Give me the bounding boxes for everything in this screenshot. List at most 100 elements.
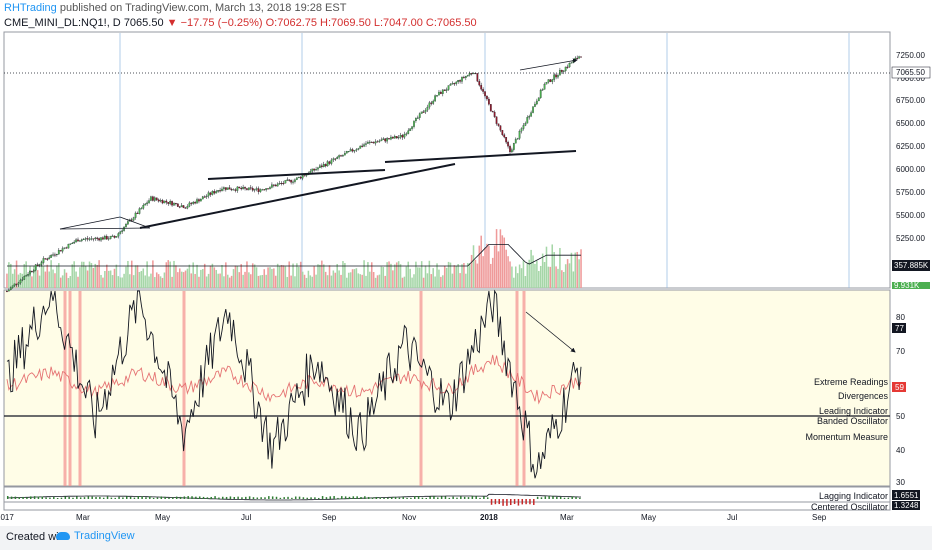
extreme-highlight xyxy=(68,291,72,486)
lag-hist-bar xyxy=(87,496,90,499)
symbol-name[interactable]: CME_MINI_DL:NQ1!, D xyxy=(4,17,121,29)
candle-body xyxy=(491,111,494,113)
candle-body xyxy=(497,123,500,126)
candle-body xyxy=(426,106,429,111)
centered-pane[interactable] xyxy=(3,501,891,511)
volume-bar xyxy=(259,275,262,288)
lag-hist-bar xyxy=(383,497,385,499)
candle-body xyxy=(361,145,364,147)
volume-bar xyxy=(157,274,160,288)
volume-bar xyxy=(177,272,179,288)
extreme-highlight xyxy=(515,291,519,486)
candle-body xyxy=(201,196,204,200)
candle-body xyxy=(67,243,70,249)
volume-bar xyxy=(418,267,421,288)
candle-body xyxy=(478,81,481,86)
lag-hist-bar xyxy=(444,496,447,499)
time-axis[interactable]: 2017 Mar May Jul Sep Nov 2018 Mar May Ju… xyxy=(0,513,827,522)
volume-bar xyxy=(543,261,546,288)
candle-body xyxy=(395,136,398,139)
volume-bar xyxy=(294,276,296,288)
footer-bar: Created with TradingView xyxy=(0,526,932,550)
lag-hist-bar xyxy=(168,497,170,499)
price-axis[interactable]: 7250.00 7000.00 6750.00 6500.00 6250.00 … xyxy=(896,51,925,243)
lag-hist-bar xyxy=(375,496,378,499)
candle-body xyxy=(192,201,195,204)
oscillator-axis[interactable]: 80 70 60 50 40 30 xyxy=(896,313,905,487)
volume-bar xyxy=(265,274,267,288)
down-arrow-icon: ▼ xyxy=(166,17,178,29)
volume-bar xyxy=(219,273,221,288)
candle-body xyxy=(539,90,542,98)
candle-body xyxy=(186,206,189,209)
lag-hist-bar xyxy=(129,496,132,499)
volume-bar xyxy=(178,268,181,288)
candle-body xyxy=(213,191,216,194)
trendline-drawings[interactable] xyxy=(59,58,578,353)
volume-bar xyxy=(175,265,177,288)
candle-body xyxy=(576,57,579,59)
time-tick: 2017 xyxy=(0,513,14,522)
lag-hist-bar xyxy=(14,496,17,499)
lag-hist-bar xyxy=(10,496,13,499)
tradingview-logo[interactable]: TradingView xyxy=(56,530,135,542)
volume-bar xyxy=(92,268,95,288)
candle-body xyxy=(15,283,18,285)
volume-ma-badge xyxy=(892,260,930,271)
candle-body xyxy=(32,270,35,272)
volume-bar xyxy=(138,271,141,288)
volume-bar xyxy=(486,243,488,288)
volume-bar xyxy=(8,262,10,288)
volume-bar xyxy=(276,263,279,288)
candle-body xyxy=(461,76,463,82)
volume-bar xyxy=(434,276,436,288)
candle-body xyxy=(451,83,454,85)
volume-bar xyxy=(121,277,123,288)
volume-bar xyxy=(184,270,187,288)
chart-canvas[interactable]: Extreme Readings Divergences Leading Ind… xyxy=(0,0,932,526)
volume-bar xyxy=(230,275,233,288)
candle-body xyxy=(484,91,486,97)
lag-hist-bar xyxy=(64,496,67,499)
candle-body xyxy=(545,82,548,85)
volume-bar xyxy=(370,262,373,288)
candle-body xyxy=(349,149,352,152)
price-pane[interactable] xyxy=(3,31,891,289)
lagging-pane[interactable] xyxy=(3,486,891,503)
candle-body xyxy=(488,98,490,105)
volume-bar xyxy=(129,274,131,288)
candle-body xyxy=(107,238,110,240)
symbol-info: CME_MINI_DL:NQ1!, D 7065.50 ▼ −17.75 (−0… xyxy=(4,17,477,29)
candle-body xyxy=(132,217,135,221)
volume-bar xyxy=(82,261,85,288)
time-tick: Sep xyxy=(322,513,337,522)
ann-centered-oscillator: Centered Oscillator xyxy=(811,502,888,512)
volume-bar xyxy=(561,270,563,288)
lag-hist-bar xyxy=(325,497,328,499)
volume-bar xyxy=(309,275,312,288)
candle-body xyxy=(524,123,527,126)
candle-body xyxy=(455,81,458,84)
volume-bar xyxy=(534,263,536,288)
candle-body xyxy=(167,202,170,204)
volume-bar xyxy=(568,263,571,288)
volume-bar xyxy=(10,263,12,288)
volume-bar xyxy=(380,266,383,288)
osc-tick: 40 xyxy=(896,446,905,455)
lag-hist-bar xyxy=(283,497,285,499)
volume-bar xyxy=(107,270,110,288)
volume-bar xyxy=(574,252,577,288)
lag-hist-bar xyxy=(421,497,424,499)
volume-bar xyxy=(424,265,427,288)
volume-bar xyxy=(84,265,87,288)
lag-hist-bar xyxy=(452,496,454,499)
price-tick: 6250.00 xyxy=(896,142,925,151)
lag-hist-bar xyxy=(517,499,520,506)
candle-body xyxy=(223,187,225,190)
volume-bar xyxy=(169,261,171,288)
volume-bar xyxy=(173,260,175,288)
volume-bar xyxy=(226,274,229,288)
volume-bar xyxy=(562,271,565,288)
author-link[interactable]: RHTrading xyxy=(4,2,57,14)
candle-body xyxy=(574,57,577,61)
